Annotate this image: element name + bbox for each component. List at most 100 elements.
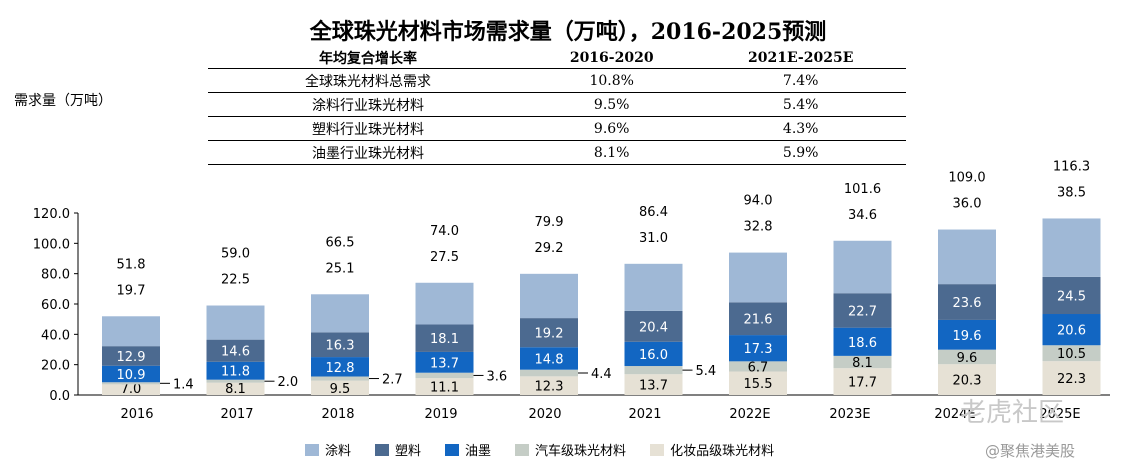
data-label: 18.1 (430, 332, 459, 347)
x-tick-label: 2020 (528, 407, 561, 422)
bar-segment (729, 335, 787, 362)
legend-item: 涂料 (305, 440, 351, 459)
cagr-value: 9.5% (528, 92, 696, 117)
legend-swatch (375, 443, 390, 456)
y-tick-label: 120.0 (33, 207, 70, 222)
data-label: 1.4 (173, 377, 194, 392)
cagr-header-row: 年均复合增长率 2016-2020 2021E-2025E (208, 47, 906, 69)
bar-segment (624, 366, 683, 375)
bar-segment (1042, 314, 1101, 346)
table-row: 塑料行业珠光材料 9.6% 4.3% (208, 116, 906, 141)
data-label: 22.7 (848, 304, 877, 319)
data-label: 2.0 (278, 375, 299, 390)
bar-segment (938, 284, 996, 320)
y-tick-label: 20.0 (41, 359, 70, 374)
bar-segment (938, 349, 996, 365)
data-label: 7.0 (121, 382, 142, 397)
data-label: 2.7 (382, 373, 403, 388)
total-label: 94.0 (744, 194, 773, 209)
cagr-value: 9.6% (528, 116, 696, 141)
x-tick-label: 2024E (934, 407, 975, 422)
legend-swatch (445, 443, 460, 456)
cagr-value: 5.4% (695, 92, 906, 117)
data-label: 11.8 (221, 365, 250, 380)
legend-label: 汽车级珠光材料 (535, 444, 627, 459)
total-label: 86.4 (639, 205, 668, 220)
data-label: 13.7 (430, 356, 459, 371)
total-label: 66.5 (326, 235, 355, 250)
legend-swatch (515, 443, 530, 456)
legend-swatch (650, 443, 665, 456)
y-axis-label: 需求量（万吨） (14, 93, 112, 109)
data-label: 32.8 (744, 220, 773, 235)
data-label: 16.3 (326, 339, 355, 354)
data-label: 17.7 (848, 376, 877, 391)
bar-segment (206, 382, 265, 395)
data-label: 9.6 (957, 351, 978, 366)
bar-segment (520, 376, 578, 395)
data-label: 22.5 (221, 273, 250, 288)
legend-item: 汽车级珠光材料 (515, 440, 626, 459)
data-label: 34.6 (848, 208, 877, 223)
cagr-header-label: 年均复合增长率 (208, 47, 528, 69)
bar-segment (624, 310, 683, 342)
data-label: 27.5 (430, 250, 459, 265)
bar-segment (206, 339, 265, 362)
y-tick-label: 100.0 (33, 237, 70, 252)
bar-segment (1042, 218, 1101, 277)
x-tick-label: 2019 (424, 407, 457, 422)
bar-segment (520, 347, 578, 370)
data-label: 10.5 (1057, 347, 1086, 362)
bar-segment (206, 305, 265, 340)
x-tick-label: 2018 (321, 407, 354, 422)
watermark-source: @聚焦港美股 (985, 442, 1076, 460)
data-label: 31.0 (639, 231, 668, 246)
bar-segment (311, 357, 369, 377)
bar-segment (415, 372, 474, 379)
legend-label: 油墨 (465, 444, 492, 459)
bar-segment (102, 384, 160, 395)
bar-segment (206, 361, 265, 380)
total-label: 51.8 (117, 257, 146, 272)
cagr-value: 10.8% (528, 68, 696, 93)
legend-label: 涂料 (325, 444, 352, 459)
bar-segment (415, 378, 474, 395)
y-tick-label: 0.0 (49, 389, 70, 404)
bar-segment (729, 302, 787, 336)
total-label: 101.6 (844, 182, 881, 197)
data-label: 13.7 (639, 379, 668, 394)
data-label: 6.7 (748, 360, 769, 375)
cagr-row-label: 油墨行业珠光材料 (208, 140, 528, 165)
data-label: 19.6 (953, 329, 982, 344)
bar-segment (938, 364, 996, 395)
data-label: 3.6 (487, 369, 508, 384)
total-label: 116.3 (1053, 159, 1090, 174)
bar-segment (833, 293, 892, 328)
data-label: 9.5 (330, 382, 351, 397)
bar-segment (206, 379, 265, 383)
bar-segment (729, 361, 787, 372)
x-tick-label: 2021 (628, 407, 661, 422)
bar-segment (102, 365, 160, 383)
table-row: 油墨行业珠光材料 8.1% 5.9% (208, 140, 906, 165)
cagr-row-label: 涂料行业珠光材料 (208, 92, 528, 117)
data-label: 5.4 (696, 364, 717, 379)
bar-segment (1042, 345, 1101, 362)
chart-legend: 涂料 塑料 油墨 汽车级珠光材料 化妆品级珠光材料 (305, 440, 774, 459)
data-label: 10.9 (117, 368, 146, 383)
bar-segment (415, 351, 474, 373)
bar-segment (520, 273, 578, 319)
legend-swatch (305, 443, 319, 456)
x-tick-label: 2025E (1039, 407, 1080, 422)
bar-segment (938, 229, 996, 285)
data-label: 29.2 (535, 241, 564, 256)
table-row: 全球珠光材料总需求 10.8% 7.4% (208, 68, 906, 93)
data-label: 12.9 (117, 350, 146, 365)
x-tick-label: 2023E (829, 407, 870, 422)
data-label: 25.1 (326, 261, 355, 276)
bar-segment (938, 319, 996, 350)
total-label: 74.0 (430, 224, 459, 239)
y-tick-label: 40.0 (41, 328, 70, 343)
cagr-header-2016-2020: 2016-2020 (528, 47, 696, 69)
